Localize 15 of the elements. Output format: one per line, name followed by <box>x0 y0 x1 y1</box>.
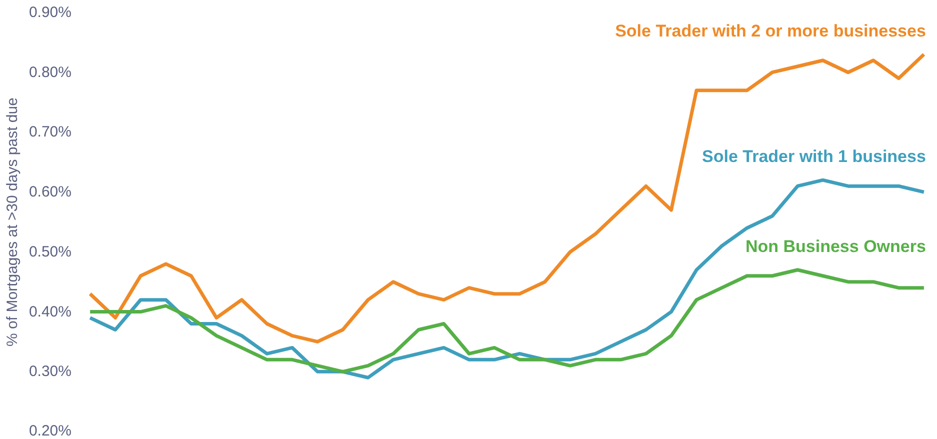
y-tick-label: 0.70% <box>28 124 72 141</box>
y-tick-label: 0.50% <box>28 243 72 260</box>
y-tick-label: 0.40% <box>28 303 72 320</box>
line-series <box>88 268 926 374</box>
line-series <box>88 178 926 380</box>
y-tick-label: 0.90% <box>28 4 72 21</box>
y-tick-label: 0.20% <box>28 422 72 439</box>
y-tick-label: 0.80% <box>28 64 72 81</box>
line-series <box>88 52 926 344</box>
series-label: Sole Trader with 1 business <box>702 147 926 166</box>
y-tick-label: 0.60% <box>28 184 72 201</box>
series-label: Non Business Owners <box>745 236 926 256</box>
y-tick-label: 0.30% <box>28 363 72 380</box>
series-label: Sole Trader with 2 or more businesses <box>615 21 926 40</box>
y-axis-title: % of Mortgages at >30 days past due <box>4 98 21 346</box>
